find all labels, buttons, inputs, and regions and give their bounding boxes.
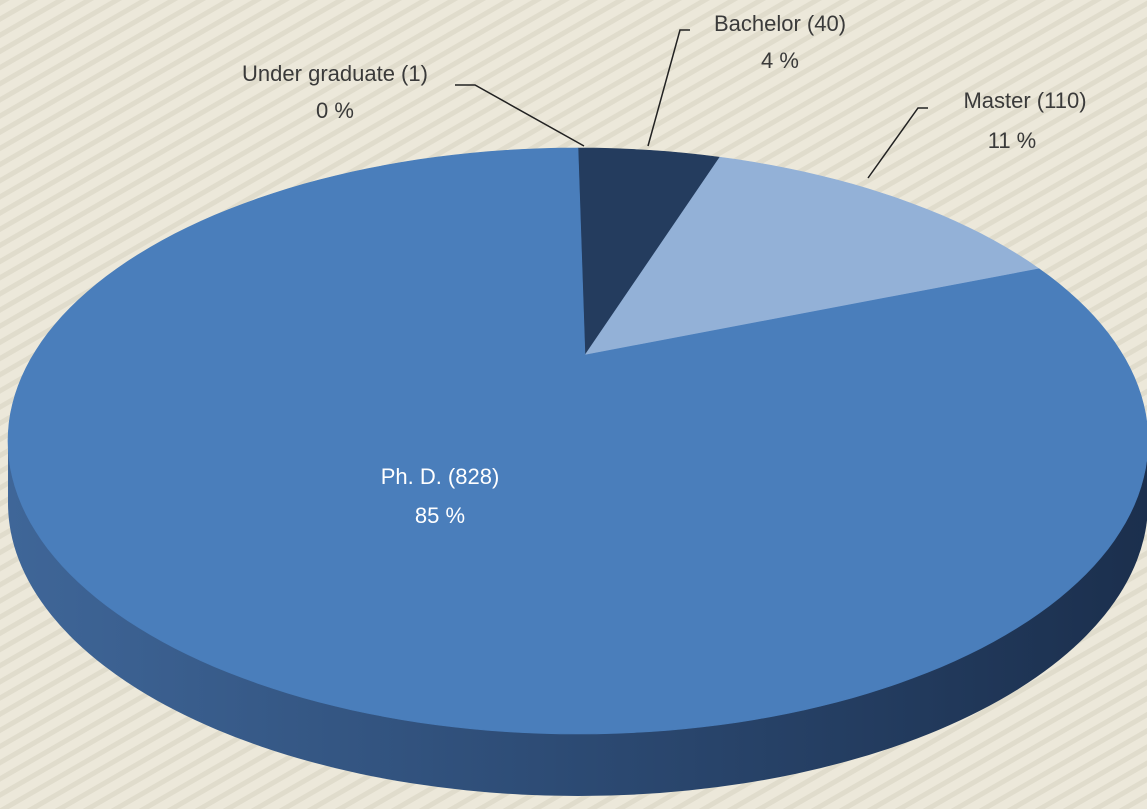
pie <box>7 147 1147 796</box>
slice-category-label: Master (110) <box>963 88 1086 113</box>
leader-line <box>867 107 928 179</box>
pie-slice <box>584 156 1040 356</box>
leader-line <box>455 84 585 147</box>
slice-category-label: Bachelor (40) <box>714 11 846 36</box>
labels: Under graduate (1) 0 % Bachelor (40) 4 % Mas… <box>242 11 1086 528</box>
slice-category-label: Ph. D. (828) <box>381 464 500 489</box>
leader-lines <box>455 29 928 179</box>
slice-value-label: 0 % <box>316 98 354 123</box>
slice-value-label: 11 % <box>988 128 1037 153</box>
pie-slice <box>577 147 721 356</box>
pie-slice <box>7 147 1147 735</box>
slice-category-label: Under graduate (1) <box>242 61 428 86</box>
leader-line <box>647 29 690 147</box>
slice-value-label: 4 % <box>761 48 799 73</box>
slice-value-label: 85 % <box>415 503 465 528</box>
